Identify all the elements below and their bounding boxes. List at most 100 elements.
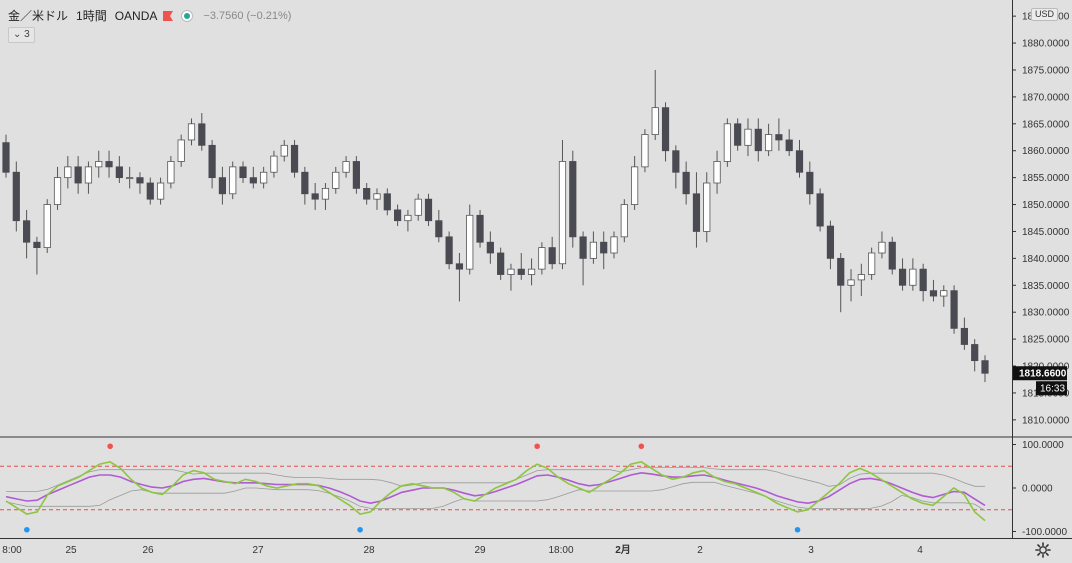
countdown-label: 16:33: [1040, 384, 1065, 395]
price-tick-label: 1845.0000: [1022, 227, 1070, 238]
candle-up: [723, 123, 731, 162]
candle-down: [311, 193, 319, 200]
candle-up: [260, 171, 268, 184]
lower-band-line: [5, 481, 986, 511]
sell-signal-dot: [534, 443, 540, 450]
candle-up: [558, 161, 567, 265]
candle-down: [734, 123, 742, 146]
candle-down: [198, 123, 206, 146]
price-tick-label: 1825.0000: [1022, 335, 1070, 346]
time-axis-label: 29: [474, 545, 486, 556]
candle-down: [352, 161, 360, 189]
candle-up: [589, 241, 597, 259]
chart-legend: 金／米ドル 1時間 OANDA −3.7560 (−0.21%): [8, 7, 291, 24]
price-tick-label: 1830.0000: [1022, 308, 1070, 319]
candle-up: [126, 177, 134, 180]
countdown-tag: [1036, 381, 1067, 396]
candle-down: [239, 166, 247, 179]
candle-up: [466, 214, 474, 270]
buy-signal-dot: [794, 526, 801, 533]
candle-up: [95, 161, 103, 168]
candle-down: [888, 241, 896, 270]
time-axis-label: 2月: [615, 544, 631, 556]
candle-up: [847, 279, 855, 286]
candle-down: [208, 144, 216, 179]
candle-down: [136, 177, 144, 184]
candle-down: [383, 193, 391, 211]
candle-up: [342, 161, 350, 173]
candle-up: [373, 193, 381, 200]
candle-down: [33, 241, 41, 249]
candle-up: [641, 134, 649, 168]
candle-up: [620, 204, 628, 238]
candle-up: [156, 182, 165, 200]
candle-up: [764, 134, 773, 152]
candle-up: [53, 177, 62, 205]
fast-oscillator-line: [5, 461, 986, 522]
candle-down: [105, 161, 113, 168]
candle-up: [167, 161, 175, 184]
candle-down: [115, 166, 123, 179]
candle-down: [579, 236, 587, 259]
candle-down: [672, 150, 680, 173]
price-tick-label: 1855.0000: [1022, 173, 1070, 184]
time-axis-label: 27: [252, 545, 264, 556]
candle-down: [950, 290, 958, 329]
candle-down: [548, 247, 556, 265]
candle-down: [2, 142, 10, 173]
candle-up: [527, 268, 536, 275]
candle-up: [507, 268, 515, 275]
candle-down: [785, 139, 793, 152]
symbol-name[interactable]: 金／米ドル: [8, 9, 69, 23]
time-axis-label: 4: [917, 545, 923, 556]
candle-down: [424, 198, 433, 222]
candle-up: [878, 241, 886, 254]
candle-down: [301, 171, 309, 195]
candle-up: [868, 252, 876, 275]
candle-down: [476, 214, 484, 243]
candle-up: [703, 182, 711, 232]
candle-down: [919, 268, 927, 292]
candle-down: [981, 360, 989, 374]
candle-down: [435, 220, 443, 238]
timeframe-label[interactable]: 1時間: [76, 9, 107, 23]
candle-down: [455, 263, 464, 270]
candle-down: [146, 182, 154, 200]
candle-down: [837, 257, 845, 286]
candle-down: [898, 268, 907, 286]
price-change: −3.7560 (−0.21%): [203, 9, 292, 22]
candle-up: [84, 166, 93, 184]
osc-tick-label: 100.0000: [1022, 440, 1064, 451]
last-price-label: 1818.6600: [1019, 369, 1067, 380]
candle-up: [744, 128, 752, 146]
candle-down: [929, 290, 938, 297]
candle-down: [497, 252, 505, 275]
candle-down: [394, 209, 402, 222]
candle-up: [631, 166, 639, 205]
market-status-icon[interactable]: [181, 9, 194, 22]
candle-up: [321, 187, 330, 200]
indicator-collapse-button[interactable]: ⌄ 3: [8, 27, 35, 43]
candle-down: [971, 344, 979, 362]
time-axis-label: 8:00: [2, 545, 22, 556]
candle-down: [826, 225, 835, 259]
candle-down: [74, 166, 82, 184]
candle-down: [795, 150, 804, 173]
candle-down: [445, 236, 453, 265]
currency-label[interactable]: USD: [1031, 8, 1059, 21]
candle-up: [177, 139, 185, 162]
flag-icon[interactable]: [163, 10, 174, 21]
candle-down: [692, 193, 701, 232]
price-tick-label: 1810.0000: [1022, 415, 1070, 426]
candle-up: [610, 236, 618, 254]
buy-signal-dot: [357, 526, 363, 533]
candle-down: [960, 327, 968, 345]
candle-up: [229, 166, 237, 195]
price-tick-label: 1850.0000: [1022, 200, 1070, 211]
time-axis-label: 26: [142, 545, 154, 556]
candle-down: [23, 220, 31, 243]
gear-icon[interactable]: [1034, 541, 1052, 559]
candle-up: [651, 107, 659, 135]
